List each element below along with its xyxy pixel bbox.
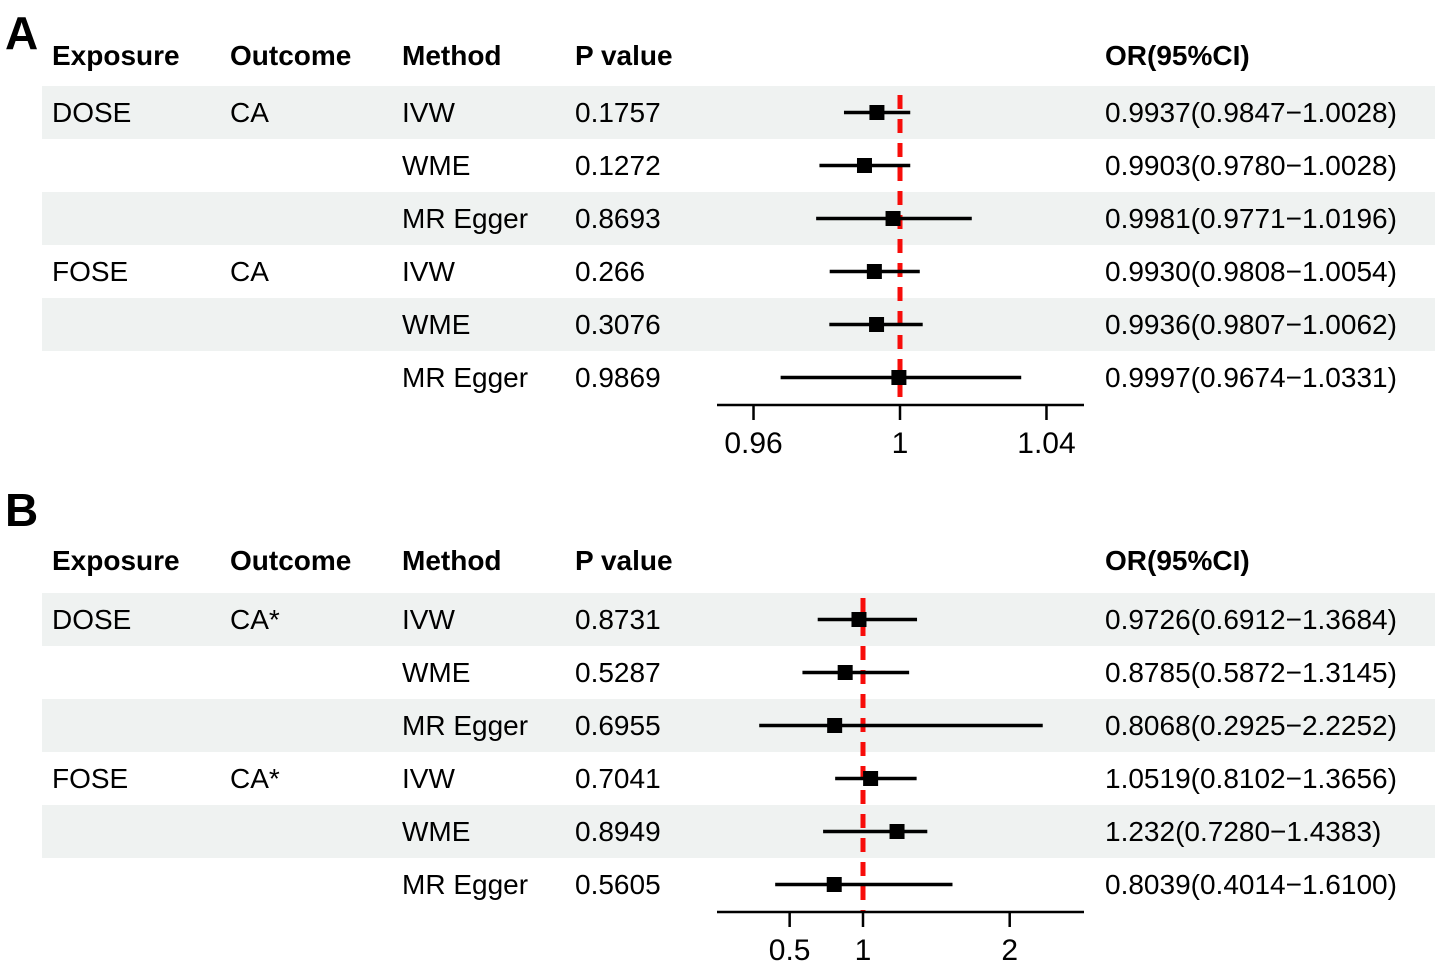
table-row: DOSE CA* IVW 0.8731 0.9726(0.6912−1.3684) (42, 593, 1435, 646)
axis-tick-label: 0.96 (724, 427, 782, 460)
p-value-cell: 0.8731 (575, 603, 661, 635)
method-cell: IVW (402, 762, 455, 794)
method-cell: MR Egger (402, 709, 529, 741)
table-row: FOSE CA* IVW 0.7041 1.0519(0.8102−1.3656) (42, 752, 1435, 805)
or-ci-cell: 0.8785(0.5872−1.3145) (1105, 656, 1397, 688)
or-ci-cell: 0.9997(0.9674−1.0331) (1105, 361, 1397, 393)
table-row: MR Egger 0.6955 0.8068(0.2925−2.2252) (42, 699, 1435, 752)
p-value-cell: 0.9869 (575, 361, 661, 393)
outcome-cell: CA* (230, 603, 280, 635)
method-cell: WME (402, 815, 471, 847)
p-value-cell: 0.6955 (575, 709, 661, 741)
col-header-or-ci: OR(95%CI) (1105, 40, 1250, 71)
table-body-a: DOSE CA IVW 0.1757 0.9937(0.9847−1.0028) WME 0… (42, 86, 1435, 404)
table-row: MR Egger 0.5605 0.8039(0.4014−1.6100) (42, 858, 1435, 911)
method-cell: MR Egger (402, 202, 529, 234)
p-value-cell: 0.3076 (575, 308, 661, 340)
table-body-b: DOSE CA* IVW 0.8731 0.9726(0.6912−1.3684) WME… (42, 593, 1435, 911)
col-header-pvalue: P value (575, 545, 673, 576)
table-row: WME 0.5287 0.8785(0.5872−1.3145) (42, 646, 1435, 699)
col-header-exposure: Exposure (52, 545, 180, 576)
p-value-cell: 0.5605 (575, 868, 661, 900)
col-header-outcome: Outcome (230, 40, 352, 71)
method-cell: WME (402, 308, 471, 340)
col-header-or-ci: OR(95%CI) (1105, 545, 1250, 576)
method-cell: WME (402, 656, 471, 688)
axis-tick-label: 0.5 (769, 934, 811, 964)
table-header-b: Exposure Outcome Method P value OR(95%CI… (42, 545, 1435, 576)
or-ci-cell: 0.9930(0.9808−1.0054) (1105, 255, 1397, 287)
table-header-a: Exposure Outcome Method P value OR(95%CI… (42, 40, 1435, 71)
method-cell: MR Egger (402, 868, 529, 900)
p-value-cell: 0.8693 (575, 202, 661, 234)
method-cell: WME (402, 149, 471, 181)
p-value-cell: 0.8949 (575, 815, 661, 847)
exposure-cell: DOSE (52, 603, 132, 635)
or-ci-cell: 0.8068(0.2925−2.2252) (1105, 709, 1397, 741)
or-ci-cell: 0.9936(0.9807−1.0062) (1105, 308, 1397, 340)
method-cell: IVW (402, 96, 455, 128)
outcome-cell: CA (230, 96, 269, 128)
or-ci-cell: 0.9726(0.6912−1.3684) (1105, 603, 1397, 635)
exposure-cell: FOSE (52, 762, 129, 794)
col-header-method: Method (402, 40, 502, 71)
table-row: DOSE CA IVW 0.1757 0.9937(0.9847−1.0028) (42, 86, 1435, 139)
or-ci-cell: 1.232(0.7280−1.4383) (1105, 815, 1382, 847)
or-ci-cell: 0.8039(0.4014−1.6100) (1105, 868, 1397, 900)
table-row: WME 0.1272 0.9903(0.9780−1.0028) (42, 139, 1435, 192)
table-row: MR Egger 0.8693 0.9981(0.9771−1.0196) (42, 192, 1435, 245)
method-cell: IVW (402, 255, 455, 287)
table-row: WME 0.8949 1.232(0.7280−1.4383) (42, 805, 1435, 858)
table-row: WME 0.3076 0.9936(0.9807−1.0062) (42, 298, 1435, 351)
axis-tick-label: 1.04 (1017, 427, 1075, 460)
axis-tick-label: 2 (1001, 934, 1018, 964)
axis-tick-label: 1 (855, 934, 872, 964)
or-ci-cell: 0.9937(0.9847−1.0028) (1105, 96, 1397, 128)
col-header-method: Method (402, 545, 502, 576)
method-cell: IVW (402, 603, 455, 635)
or-ci-cell: 1.0519(0.8102−1.3656) (1105, 762, 1397, 794)
or-ci-cell: 0.9903(0.9780−1.0028) (1105, 149, 1397, 181)
panel-label-b: B (5, 484, 39, 536)
exposure-cell: DOSE (52, 96, 132, 128)
p-value-cell: 0.266 (575, 255, 646, 287)
col-header-outcome: Outcome (230, 545, 352, 576)
p-value-cell: 0.7041 (575, 762, 661, 794)
p-value-cell: 0.5287 (575, 656, 661, 688)
exposure-cell: FOSE (52, 255, 129, 287)
axis-tick-label: 1 (892, 427, 909, 460)
col-header-pvalue: P value (575, 40, 673, 71)
method-cell: MR Egger (402, 361, 529, 393)
table-row: FOSE CA IVW 0.266 0.9930(0.9808−1.0054) (42, 245, 1435, 298)
panel-label-a: A (5, 7, 39, 59)
table-row: MR Egger 0.9869 0.9997(0.9674−1.0331) (42, 351, 1435, 404)
outcome-cell: CA* (230, 762, 280, 794)
p-value-cell: 0.1757 (575, 96, 661, 128)
outcome-cell: CA (230, 255, 269, 287)
or-ci-cell: 0.9981(0.9771−1.0196) (1105, 202, 1397, 234)
p-value-cell: 0.1272 (575, 149, 661, 181)
col-header-exposure: Exposure (52, 40, 180, 71)
